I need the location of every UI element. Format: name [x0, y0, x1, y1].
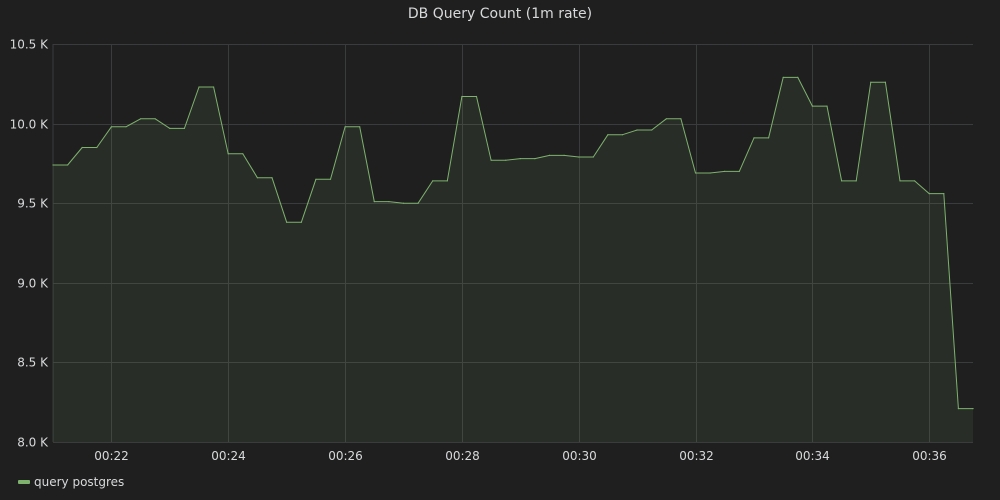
data-point	[768, 137, 770, 139]
data-point	[96, 146, 98, 149]
data-point	[841, 180, 843, 182]
legend[interactable]: query postgres	[18, 474, 124, 490]
data-point	[914, 180, 916, 182]
x-tick-label: 00:26	[328, 449, 363, 463]
x-axis: 00:22 00:24 00:26 00:28 00:30 00:32 00:34 00:36	[94, 449, 947, 463]
data-point	[344, 126, 346, 128]
data-point	[665, 118, 667, 120]
data-point	[782, 76, 784, 78]
data-point	[446, 180, 448, 182]
data-point	[110, 126, 112, 128]
data-point	[621, 134, 624, 136]
y-axis: 8.0 K 8.5 K 9.0 K 9.5 K 10.0 K 10.5 K	[10, 38, 50, 450]
data-point	[490, 159, 492, 161]
chart-grid	[52, 44, 973, 443]
data-point	[300, 221, 302, 223]
data-point	[943, 193, 945, 195]
data-point	[183, 127, 185, 129]
data-point	[724, 170, 726, 172]
x-tick-label: 00:22	[94, 449, 129, 463]
data-point	[125, 126, 127, 128]
series-area	[53, 77, 973, 443]
x-tick-label: 00:32	[679, 449, 714, 463]
data-point	[534, 158, 536, 160]
x-tick-label: 00:28	[445, 449, 480, 463]
data-point	[198, 86, 200, 88]
plot-series	[52, 76, 974, 443]
y-tick-label: 9.5 K	[17, 197, 49, 211]
data-point	[694, 172, 697, 174]
data-point	[329, 178, 332, 180]
data-point	[855, 180, 857, 182]
y-tick-label: 8.5 K	[17, 356, 49, 370]
data-point	[709, 172, 711, 174]
data-point	[315, 178, 317, 180]
y-tick-label: 10.5 K	[10, 38, 50, 52]
data-point	[402, 202, 405, 204]
data-point	[680, 118, 682, 120]
data-point	[738, 170, 740, 172]
data-point	[169, 127, 171, 129]
panel-title[interactable]: DB Query Count (1m rate)	[407, 6, 593, 22]
data-point	[227, 153, 229, 155]
data-point	[432, 180, 434, 182]
data-point	[67, 164, 69, 166]
data-point	[548, 154, 551, 156]
data-point	[140, 118, 142, 120]
data-point	[359, 126, 361, 128]
data-point	[607, 134, 609, 136]
data-point	[899, 180, 901, 182]
data-point	[256, 177, 258, 179]
data-point	[592, 156, 594, 158]
data-point	[242, 153, 244, 155]
y-tick-label: 9.0 K	[17, 277, 49, 291]
data-point	[870, 81, 872, 83]
data-point	[928, 193, 930, 195]
data-point	[826, 105, 828, 107]
x-tick-label: 00:30	[562, 449, 597, 463]
data-point	[461, 95, 463, 98]
data-point	[388, 201, 390, 203]
data-point	[753, 137, 755, 139]
legend-swatch	[18, 480, 30, 484]
data-point	[154, 118, 156, 120]
data-point	[271, 177, 273, 179]
data-point	[884, 81, 887, 83]
data-point	[52, 164, 54, 166]
data-point	[213, 86, 215, 88]
data-point	[373, 201, 375, 203]
data-point	[811, 105, 814, 107]
y-tick-label: 10.0 K	[10, 118, 50, 132]
data-point	[563, 154, 565, 156]
x-tick-label: 00:34	[795, 449, 830, 463]
data-point	[505, 159, 507, 161]
x-tick-label: 00:24	[211, 449, 246, 463]
data-point	[417, 202, 419, 204]
data-point	[475, 95, 478, 98]
x-tick-label: 00:36	[912, 449, 947, 463]
data-point	[286, 221, 288, 223]
data-point	[578, 156, 580, 158]
y-tick-label: 8.0 K	[17, 436, 49, 450]
data-point	[519, 158, 521, 160]
data-point	[81, 146, 83, 149]
legend-label[interactable]: query postgres	[34, 475, 125, 489]
data-point	[651, 129, 653, 131]
series-line[interactable]	[53, 76, 973, 410]
data-point	[972, 408, 974, 410]
data-point	[957, 408, 960, 410]
data-point	[797, 76, 799, 78]
data-point	[636, 129, 638, 131]
